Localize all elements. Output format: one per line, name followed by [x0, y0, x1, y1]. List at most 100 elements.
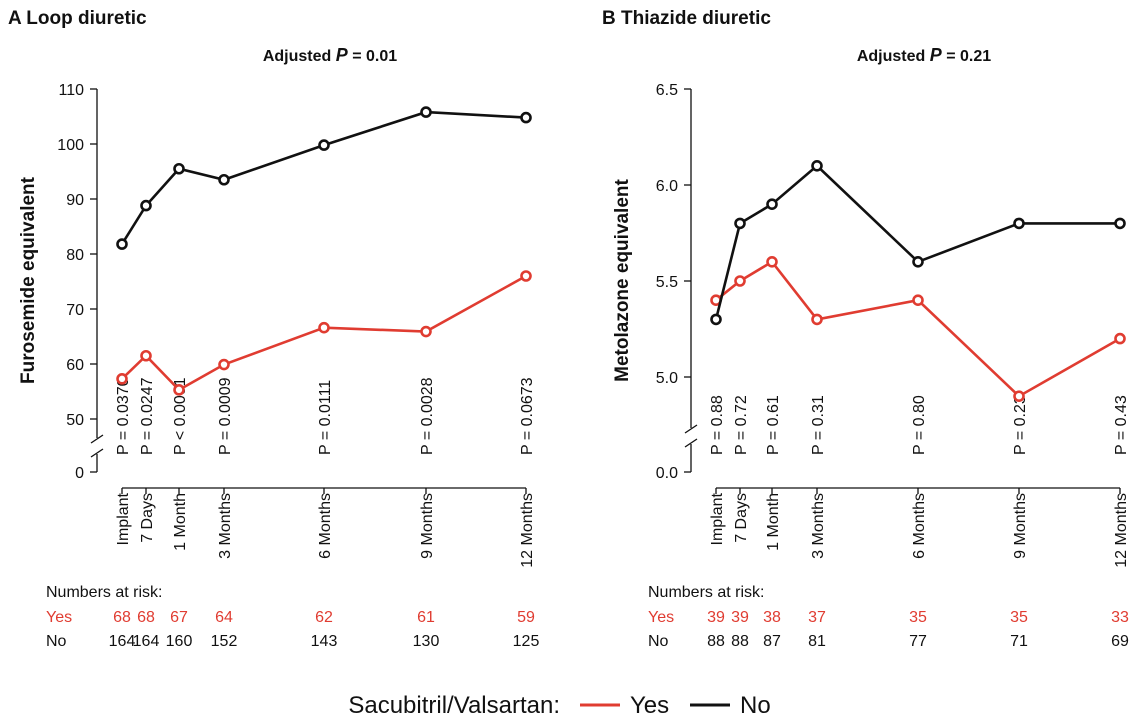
legend-title: Sacubitril/Valsartan: [348, 692, 560, 719]
risk-count-yes: 64 [215, 609, 233, 626]
p-value-label: P = 0.61 [765, 395, 782, 455]
x-tick-label: 6 Months [911, 493, 928, 559]
y-axis-break-mark [90, 448, 104, 458]
y-tick-label: 70 [66, 302, 84, 319]
data-point-yes [520, 270, 532, 282]
y-tick-label: 90 [66, 192, 84, 209]
data-point-no [811, 160, 823, 172]
risk-count-no: 160 [166, 633, 193, 650]
x-tick-label: 12 Months [519, 493, 536, 568]
risk-label-yes: Yes [46, 609, 72, 626]
adjusted-prefix: Adjusted [857, 48, 925, 65]
y-tick-label: 60 [66, 357, 84, 374]
risk-count-yes: 62 [315, 609, 333, 626]
data-point-yes [766, 255, 778, 268]
x-tick-label: 9 Months [419, 493, 436, 559]
p-value-label: P = 0.23 [1012, 395, 1029, 455]
data-point-yes [1114, 332, 1126, 345]
data-point-yes [318, 321, 330, 334]
y-tick-label: 80 [66, 247, 84, 264]
y-tick-label: 6.5 [656, 82, 678, 99]
risk-count-yes: 61 [417, 609, 435, 626]
x-tick-label: 3 Months [810, 493, 827, 559]
data-point-no [710, 313, 722, 326]
y-tick-label: 100 [57, 137, 84, 154]
risk-count-no: 125 [513, 633, 540, 650]
data-point-yes [173, 384, 185, 396]
y-tick-label: 0 [75, 465, 84, 482]
risk-count-yes: 59 [517, 609, 535, 626]
p-value-label: P = 0.0111 [317, 380, 334, 455]
x-tick-label: Implant [115, 492, 132, 545]
risk-count-no: 81 [808, 633, 826, 650]
adjusted-p-label: Adjusted P = 0.01 [263, 45, 397, 65]
data-point-no [734, 217, 746, 230]
risk-count-yes: 68 [113, 609, 131, 626]
risk-label-yes: Yes [648, 609, 674, 626]
adjusted-p-label: Adjusted P = 0.21 [857, 45, 991, 65]
legend-label-yes: Yes [630, 692, 669, 719]
data-point-yes [912, 294, 924, 307]
p-value-label: P = 0.31 [810, 395, 827, 455]
x-tick-label: 3 Months [217, 493, 234, 559]
data-point-no [912, 255, 924, 268]
data-point-yes [1013, 390, 1025, 403]
panel-b: B Thiazide diuretic Adjusted P = 0.21 Meto… [602, 8, 1130, 650]
risk-count-yes: 67 [170, 609, 188, 626]
risk-count-no: 71 [1010, 633, 1028, 650]
p-value-label: P = 0.0247 [139, 377, 156, 455]
p-value-label: P = 0.0028 [419, 377, 436, 455]
risk-count-yes: 68 [137, 609, 155, 626]
p-value-label: P = 0.0009 [217, 377, 234, 455]
risk-count-no: 164 [109, 633, 136, 650]
y-axis-label: Furosemide equivalent [18, 176, 39, 384]
data-point-no [218, 173, 230, 186]
panel-a: A Loop diuretic Adjusted P = 0.01 Furosemi… [8, 8, 539, 650]
risk-count-no: 88 [707, 633, 725, 650]
risk-count-no: 164 [133, 633, 160, 650]
series-line-yes [715, 260, 1121, 398]
risk-count-yes: 39 [731, 609, 749, 626]
legend: Sacubitril/Valsartan: Yes No [348, 692, 770, 719]
y-axis-break-mark [684, 424, 698, 434]
data-point-no [173, 162, 185, 175]
risk-count-no: 77 [909, 633, 927, 650]
risk-count-no: 87 [763, 633, 781, 650]
legend-label-no: No [740, 692, 771, 719]
p-value-label: P = 0.88 [709, 395, 726, 455]
y-tick-label: 0.0 [656, 465, 678, 482]
x-tick-label: 1 Month [765, 493, 782, 551]
y-tick-label: 50 [66, 412, 84, 429]
p-value-label: P = 0.0370 [115, 377, 132, 455]
risk-count-yes: 39 [707, 609, 725, 626]
p-value-label: P = 0.43 [1113, 395, 1130, 455]
data-point-no [140, 199, 152, 212]
x-tick-label: 7 Days [139, 493, 156, 543]
risk-count-yes: 33 [1111, 609, 1129, 626]
p-value-label: P = 0.0673 [519, 377, 536, 455]
adjusted-p-value: = 0.01 [348, 48, 397, 65]
risk-count-yes: 37 [808, 609, 826, 626]
risk-count-yes: 35 [909, 609, 927, 626]
panel-title: B Thiazide diuretic [602, 8, 771, 29]
data-point-no [1114, 217, 1126, 230]
x-tick-label: Implant [709, 492, 726, 545]
data-point-no [766, 198, 778, 210]
data-point-no [318, 139, 330, 151]
risk-title: Numbers at risk: [46, 584, 162, 601]
risk-label-no: No [648, 633, 669, 650]
risk-title: Numbers at risk: [648, 584, 764, 601]
risk-count-no: 88 [731, 633, 749, 650]
data-point-no [116, 238, 128, 250]
data-point-yes [811, 313, 823, 326]
p-value-label: P = 0.72 [733, 395, 750, 455]
y-tick-label: 6.0 [656, 178, 678, 195]
y-tick-label: 5.0 [656, 370, 678, 387]
panel-title: A Loop diuretic [8, 8, 147, 29]
x-tick-label: 1 Month [172, 493, 189, 551]
adjusted-p-symbol: P [930, 45, 943, 65]
adjusted-p-symbol: P [336, 45, 349, 65]
risk-count-yes: 35 [1010, 609, 1028, 626]
y-axis-break-mark [90, 434, 104, 444]
